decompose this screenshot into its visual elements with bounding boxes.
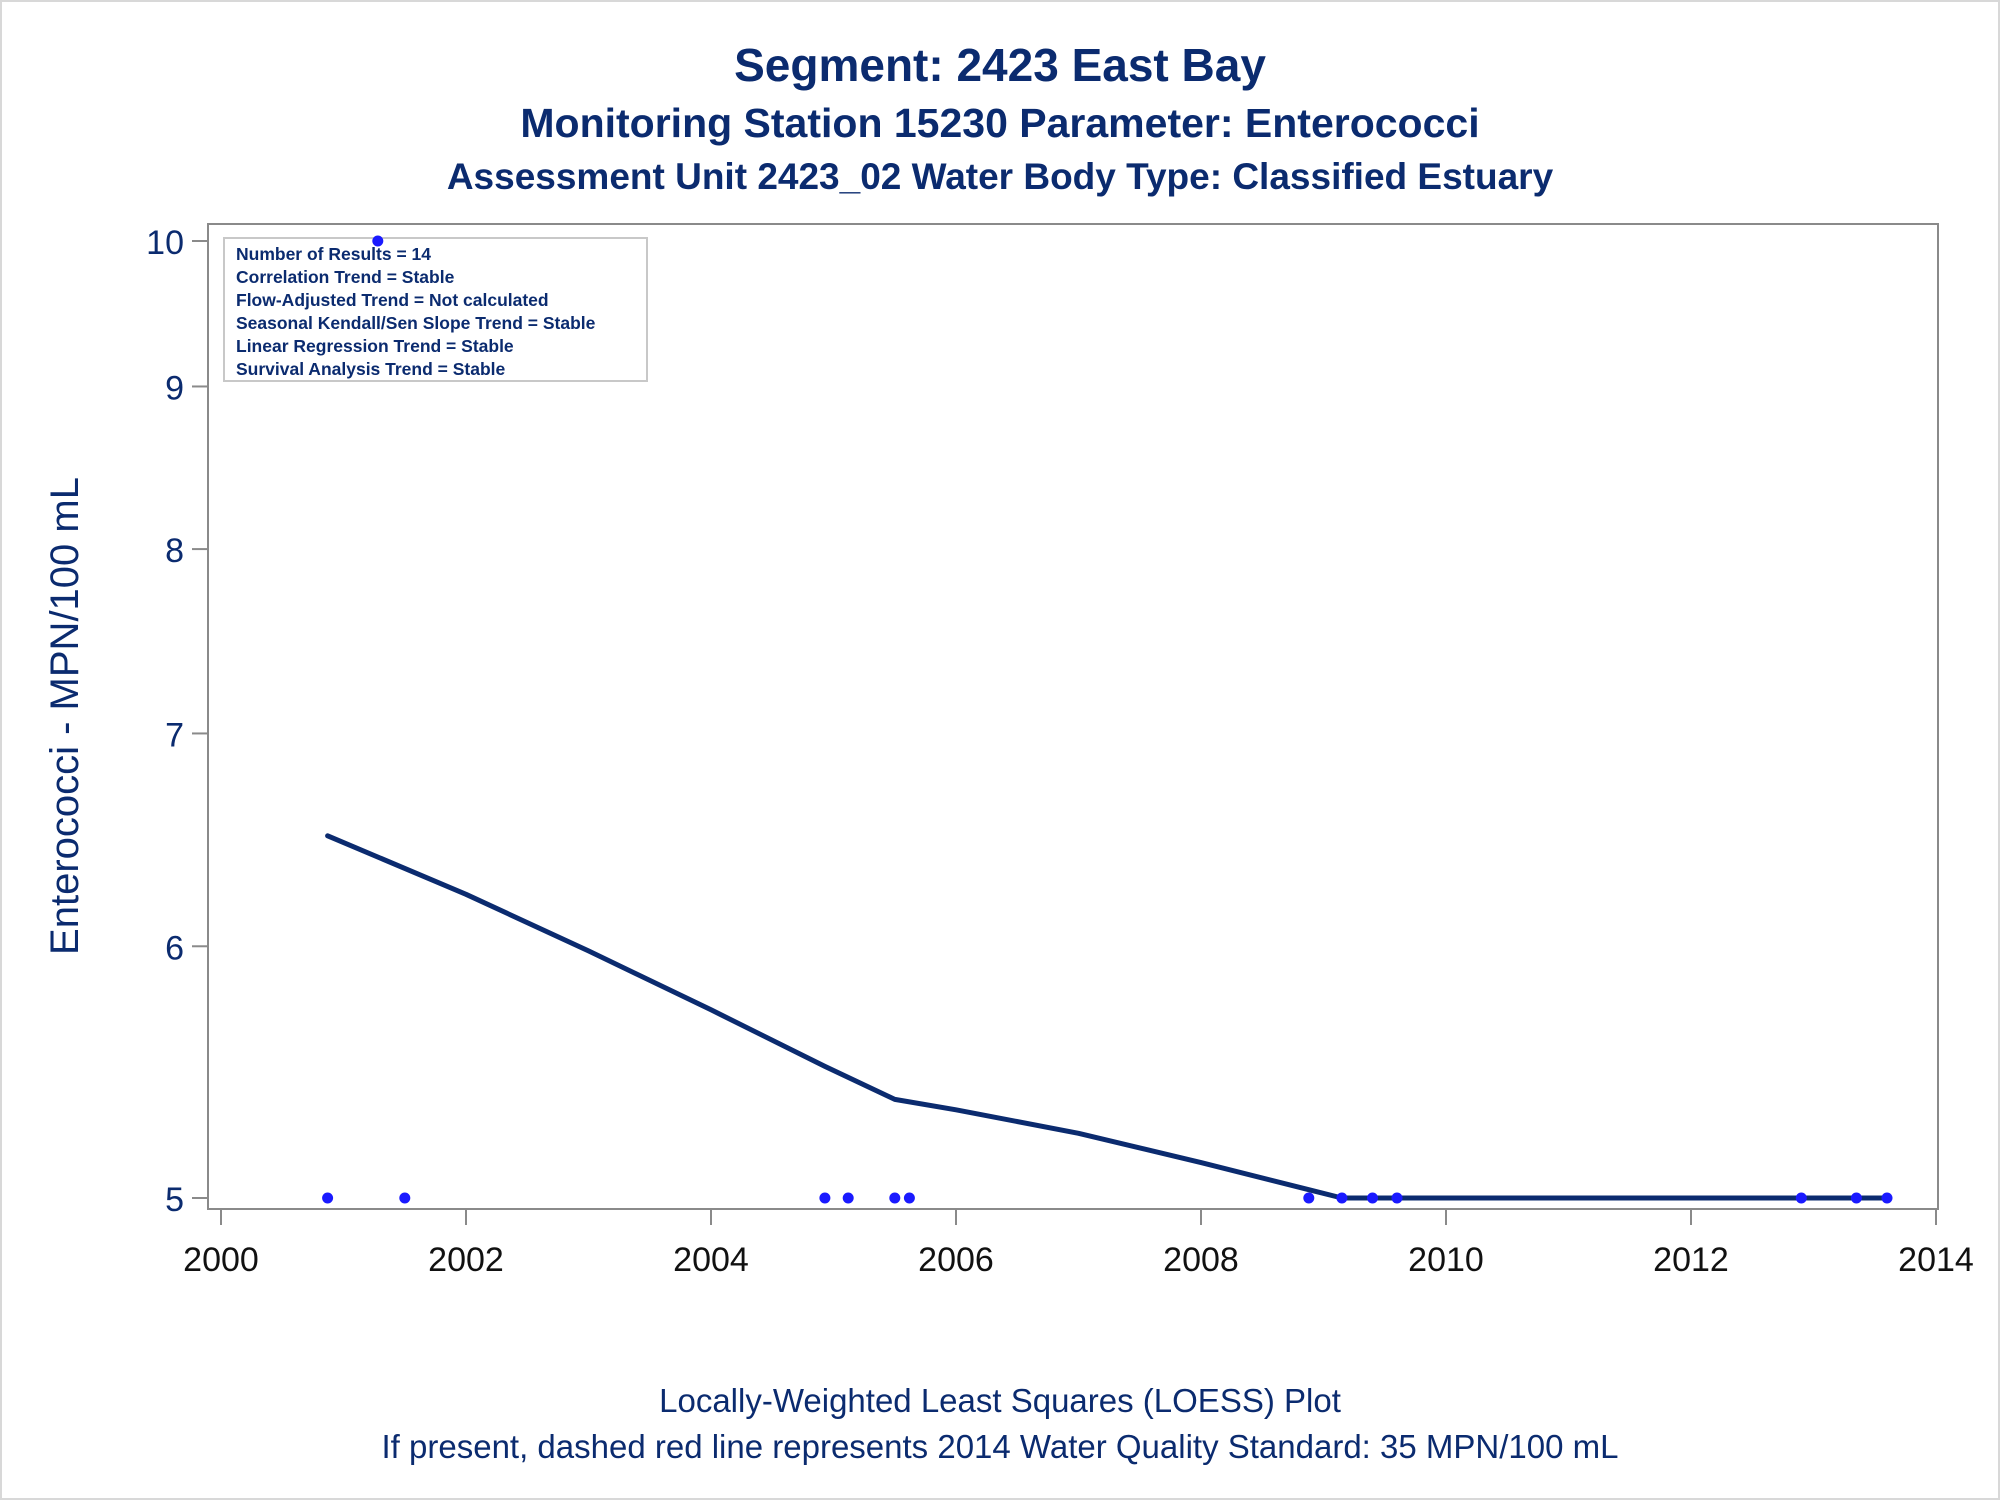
- x-tick-label-2010: 2010: [1408, 1241, 1484, 1279]
- stats-line-3: Flow-Adjusted Trend = Not calculated: [236, 290, 549, 310]
- y-tick-label-7: 7: [165, 716, 184, 754]
- data-point-13: [1850, 1192, 1862, 1204]
- x-tick-label-2012: 2012: [1653, 1241, 1729, 1279]
- x-tick-label-2004: 2004: [673, 1241, 749, 1279]
- y-tick-label-10: 10: [146, 224, 184, 262]
- x-tick-label-2002: 2002: [428, 1241, 504, 1279]
- chart-subtitle-station: Monitoring Station 15230 Parameter: Ente…: [520, 100, 1480, 146]
- data-point-5: [842, 1192, 854, 1204]
- stats-line-2: Correlation Trend = Stable: [236, 267, 455, 287]
- stats-box-border: [223, 237, 648, 382]
- y-axis: 5 6 7 8 9 10: [146, 224, 208, 1219]
- data-point-8: [1303, 1192, 1315, 1204]
- data-point-3: [399, 1192, 411, 1204]
- stats-line-4: Seasonal Kendall/Sen Slope Trend = Stabl…: [236, 313, 596, 333]
- footer-standard-note: If present, dashed red line represents 2…: [381, 1428, 1619, 1465]
- data-point-12: [1795, 1192, 1807, 1204]
- footer-method-note: Locally-Weighted Least Squares (LOESS) P…: [659, 1382, 1341, 1419]
- stats-line-6: Survival Analysis Trend = Stable: [236, 359, 506, 379]
- x-tick-label-2000: 2000: [183, 1241, 259, 1279]
- loess-trend-line: [325, 833, 1890, 1201]
- stats-line-5: Linear Regression Trend = Stable: [236, 336, 514, 356]
- data-point-11: [1391, 1192, 1403, 1204]
- data-point-6: [889, 1192, 901, 1204]
- x-axis: 2000 2002 2004 2006 2008 2010 2012 2014: [183, 1209, 1974, 1279]
- chart-subtitle-assessment: Assessment Unit 2423_02 Water Body Type:…: [446, 156, 1554, 197]
- y-tick-label-5: 5: [165, 1181, 184, 1219]
- x-tick-label-2014: 2014: [1898, 1241, 1974, 1279]
- y-tick-label-6: 6: [165, 929, 184, 967]
- x-tick-label-2008: 2008: [1163, 1241, 1239, 1279]
- data-point-4: [819, 1192, 831, 1204]
- y-axis-label: Enterococci - MPN/100 mL: [43, 477, 87, 955]
- data-point-14: [1881, 1192, 1893, 1204]
- data-point-7: [903, 1192, 915, 1204]
- plot-area-frame: [207, 223, 1939, 1210]
- chart-title: Segment: 2423 East Bay: [734, 39, 1266, 91]
- x-tick-label-2006: 2006: [918, 1241, 994, 1279]
- y-tick-label-9: 9: [165, 369, 184, 407]
- data-point-10: [1367, 1192, 1378, 1204]
- stats-box: Number of Results = 14 Correlation Trend …: [223, 237, 648, 382]
- data-point-1: [322, 1192, 334, 1204]
- data-point-2: [372, 235, 384, 247]
- series-layer: [322, 235, 1893, 1204]
- data-point-9: [1336, 1192, 1348, 1204]
- stats-line-1: Number of Results = 14: [236, 244, 431, 264]
- y-tick-label-8: 8: [165, 532, 184, 570]
